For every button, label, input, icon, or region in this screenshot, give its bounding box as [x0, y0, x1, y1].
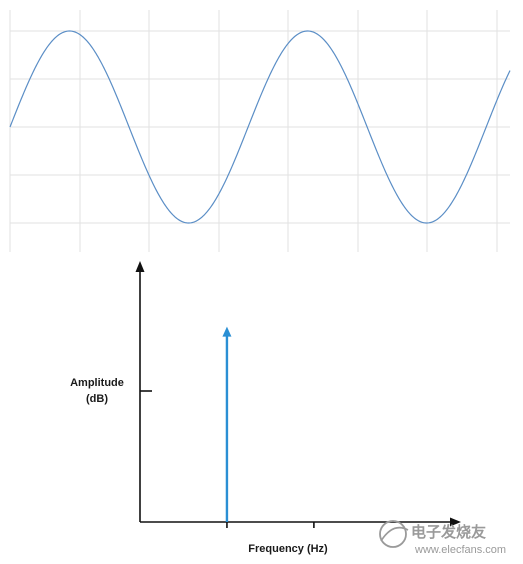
watermark-logo-icon	[379, 520, 407, 548]
x-axis-label: Frequency (Hz)	[248, 543, 328, 555]
spectrum-chart: Amplitude (dB) Frequency (Hz)	[70, 261, 461, 555]
sine-wave-line	[9, 30, 511, 224]
sine-grid	[9, 10, 510, 252]
watermark: 电子发烧友 www.elecfans.com	[379, 520, 506, 556]
x-axis-arrowhead	[450, 517, 461, 527]
y-axis-label-line2: (dB)	[86, 393, 108, 405]
x-tick-marks	[226, 522, 315, 528]
watermark-logo-swoosh-icon	[380, 526, 409, 542]
sine-chart	[9, 10, 511, 252]
spectrum-bars	[222, 326, 232, 522]
watermark-url: www.elecfans.com	[414, 544, 506, 556]
watermark-title: 电子发烧友	[411, 523, 486, 541]
y-axis-label-line1: Amplitude	[70, 377, 124, 389]
spectrum-impulse-arrowhead	[222, 326, 232, 337]
y-axis-arrowhead	[135, 261, 145, 272]
